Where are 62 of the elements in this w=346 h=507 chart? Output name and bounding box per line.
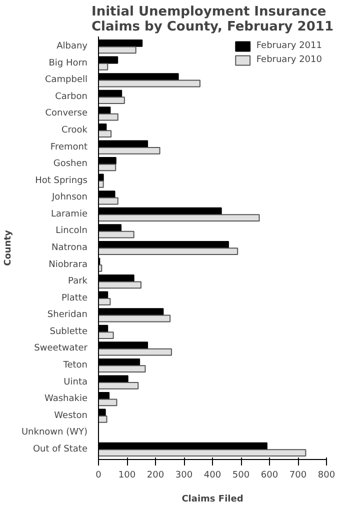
y-tick-label: Goshen	[53, 159, 88, 170]
x-tick-label: 400	[204, 470, 222, 480]
chart-title: Initial Unemployment Insurance Claims by County, February 2011	[92, 4, 334, 34]
x-tick-label: 100	[118, 470, 136, 480]
y-tick-label: Teton	[62, 360, 88, 370]
bar	[98, 214, 260, 222]
x-tick-label: 500	[232, 470, 250, 480]
bar	[98, 146, 160, 154]
x-tick-label: 200	[146, 470, 164, 480]
y-tick-label: Park	[68, 276, 88, 287]
bar	[98, 382, 139, 390]
y-tick-label: Laramie	[50, 209, 88, 220]
bar	[98, 113, 118, 121]
x-axis-title: Claims Filed	[182, 494, 244, 504]
y-tick-label: Big Horn	[48, 58, 88, 68]
bar	[98, 332, 114, 339]
bar	[98, 398, 118, 406]
y-tick-label: Lincoln	[56, 226, 88, 236]
bar	[98, 230, 134, 238]
bar	[98, 197, 118, 205]
y-tick-label: Out of State	[32, 444, 88, 454]
legend-label: February 2010	[256, 55, 322, 65]
bar	[98, 281, 142, 289]
bar	[98, 416, 108, 423]
y-tick-label: Hot Springs	[35, 176, 88, 186]
y-tick-label: Natrona	[51, 243, 88, 253]
y-tick-label: Weston	[54, 410, 88, 421]
y-tick-label: Uinta	[64, 377, 88, 388]
y-tick-label: Sublette	[50, 326, 88, 337]
bar	[98, 130, 112, 138]
x-tick-label: 700	[289, 470, 307, 480]
y-tick-label: Albany	[56, 42, 88, 52]
bar	[98, 164, 116, 172]
y-tick-label: Unknown (WY)	[21, 428, 88, 438]
y-tick-label: Crook	[61, 126, 88, 136]
bar	[98, 348, 172, 356]
bar	[98, 180, 104, 188]
y-tick-label: Fremont	[50, 142, 88, 152]
bar	[98, 449, 306, 456]
bar	[98, 298, 111, 306]
bar	[98, 63, 108, 70]
bar	[98, 314, 171, 322]
y-tick-label: Converse	[45, 108, 88, 119]
y-tick-label: Washakie	[44, 394, 88, 404]
y-tick-label: Johnson	[51, 192, 88, 203]
legend-label: February 2011	[256, 41, 322, 51]
x-tick-label: 600	[260, 470, 278, 480]
y-tick-label: Platte	[61, 293, 88, 304]
y-tick-label: Sweetwater	[34, 344, 88, 354]
y-axis-title: County	[3, 230, 14, 266]
x-tick-label: 800	[318, 470, 336, 480]
bar	[98, 365, 146, 373]
bar	[98, 96, 125, 104]
bar	[98, 46, 136, 54]
y-tick-label: Carbon	[55, 92, 88, 102]
x-tick-label: 0	[96, 470, 102, 480]
y-tick-label: Sheridan	[47, 310, 88, 320]
x-tick-label: 300	[175, 470, 193, 480]
bar	[98, 248, 238, 256]
y-tick-label: Niobrara	[48, 260, 88, 270]
y-tick-label: Campbell	[44, 75, 88, 86]
bar	[98, 80, 200, 88]
